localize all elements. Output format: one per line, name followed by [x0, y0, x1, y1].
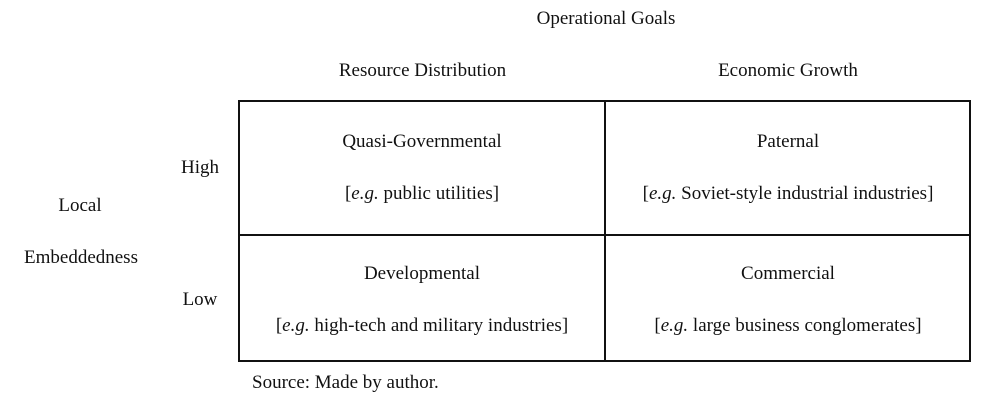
row-axis-label-embeddedness: Embeddedness — [24, 247, 138, 268]
cell-example-quasi-governmental: [e.g. public utilities] — [344, 183, 500, 204]
eg-abbrev: e.g. — [660, 315, 689, 336]
cell-title-commercial: Commercial — [741, 263, 835, 284]
cell-example-text: public utilities — [378, 183, 493, 204]
cell-example-text: high-tech and military industries — [309, 315, 562, 336]
cell-example-text: large business conglomerates — [688, 315, 916, 336]
eg-abbrev: e.g. — [351, 183, 379, 204]
cell-example-developmental: [e.g. high-tech and military industries] — [275, 315, 569, 336]
source-note: Source: Made by author. — [252, 372, 439, 393]
row-header-low: Low — [182, 289, 218, 310]
operational-goals-heading: Operational Goals — [536, 8, 676, 29]
eg-abbrev: e.g. — [648, 183, 677, 204]
row-header-high: High — [181, 157, 219, 178]
column-header-economic-growth: Economic Growth — [718, 60, 858, 81]
cell-example-paternal: [e.g. Soviet-style industrial industries… — [642, 183, 934, 204]
column-header-resource-distribution: Resource Distribution — [338, 60, 507, 81]
eg-abbrev: e.g. — [282, 315, 310, 336]
cell-example-commercial: [e.g. large business conglomerates] — [654, 315, 922, 336]
cell-title-developmental: Developmental — [363, 263, 481, 284]
row-axis-label-local: Local — [58, 195, 102, 216]
matrix-vertical-divider — [604, 100, 606, 362]
cell-example-text: Soviet-style industrial industries — [676, 183, 928, 204]
cell-title-quasi-governmental: Quasi-Governmental — [342, 131, 502, 152]
matrix-horizontal-divider — [238, 234, 971, 236]
cell-title-paternal: Paternal — [756, 131, 820, 152]
